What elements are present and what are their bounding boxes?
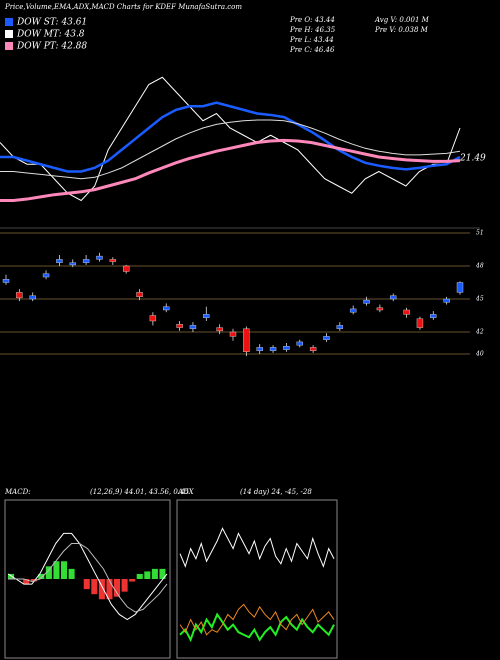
candle-body: [456, 282, 464, 293]
histogram-bar: [83, 579, 90, 590]
adx-params: (14 day) 24, -45, -28: [240, 488, 312, 496]
legend-swatch: [5, 42, 13, 50]
y-tick-label: 51: [476, 230, 484, 237]
series-line: [0, 138, 461, 202]
candle-body: [416, 318, 424, 328]
candle-body: [56, 259, 63, 263]
candle-body: [149, 315, 157, 322]
y-tick-label: 40: [475, 351, 484, 358]
histogram-bar: [45, 566, 52, 579]
adx-label: ADX: [177, 488, 195, 496]
histogram-bar: [106, 579, 113, 600]
candle-body: [82, 259, 90, 263]
y-tick-label: 42: [475, 329, 484, 336]
stat-label: Pre V: 0.038 M: [374, 26, 429, 34]
legend-swatch: [5, 18, 13, 26]
histogram-bar: [53, 561, 60, 579]
histogram-bar: [144, 571, 151, 579]
series-line: [179, 612, 335, 643]
legend-label: DOW MT: 43.8: [16, 30, 85, 40]
histogram-bar: [30, 579, 37, 582]
candle-body: [376, 307, 384, 311]
candle-body: [443, 298, 450, 303]
macd-params: (12,26,9) 44.01, 43.56, 0.45: [90, 488, 190, 496]
candle-body: [309, 347, 317, 351]
candle-body: [269, 347, 277, 351]
candle-body: [229, 331, 237, 337]
histogram-bar: [61, 561, 68, 579]
histogram-bar: [159, 568, 166, 579]
annotation: 21.49: [459, 154, 486, 164]
candle-body: [216, 327, 223, 332]
candle-body: [256, 347, 263, 351]
series-line: [0, 119, 461, 180]
histogram-bar: [121, 579, 128, 592]
series-line: [0, 76, 461, 202]
candle-body: [29, 295, 36, 300]
candle-body: [163, 306, 170, 311]
stat-label: Pre O: 43.44: [289, 16, 335, 24]
candle-body: [403, 309, 410, 315]
histogram-bar: [129, 579, 136, 582]
legend-label: DOW ST: 43.61: [16, 18, 87, 28]
series-line: [179, 603, 335, 636]
histogram-bar: [68, 568, 75, 579]
candle-body: [122, 265, 130, 272]
histogram-bar: [136, 573, 143, 579]
macd-label: MACD:: [4, 488, 31, 496]
histogram-bar: [23, 579, 30, 585]
candle-body: [323, 336, 330, 340]
candle-body: [96, 255, 103, 260]
candle-body: [176, 324, 183, 328]
stat-label: Pre H: 46.35: [289, 26, 336, 34]
legend-swatch: [5, 30, 13, 38]
stat-label: Avg V: 0.001 M: [374, 16, 430, 24]
histogram-bar: [98, 579, 105, 600]
candle-body: [363, 299, 370, 304]
series-line: [8, 543, 168, 613]
series-line: [0, 101, 461, 173]
candle-body: [203, 314, 210, 318]
candle-body: [430, 314, 437, 318]
histogram-bar: [151, 568, 158, 579]
legend-label: DOW PT: 42.88: [16, 42, 87, 52]
series-line: [179, 527, 335, 568]
histogram-bar: [8, 573, 15, 579]
candle-body: [69, 262, 76, 266]
y-tick-label: 45: [475, 296, 484, 303]
candle-body: [16, 292, 23, 299]
adx-panel: [176, 499, 338, 659]
candle-body: [2, 279, 10, 283]
candle-body: [243, 328, 250, 353]
candle-body: [336, 325, 344, 329]
candle-body: [189, 325, 197, 329]
candle-body: [283, 346, 290, 350]
candle-body: [136, 292, 143, 297]
candle-body: [109, 259, 117, 262]
candle-body: [349, 308, 357, 313]
y-tick-label: 48: [475, 263, 484, 270]
histogram-bar: [114, 579, 121, 597]
histogram-bar: [91, 579, 98, 595]
stat-label: Pre L: 43.44: [289, 36, 334, 44]
candle-body: [42, 273, 50, 278]
histogram-bar: [38, 573, 45, 579]
candle-body: [390, 295, 397, 300]
candle-body: [296, 341, 303, 346]
stat-label: Pre C: 46.46: [289, 46, 335, 54]
chart-title: Price,Volume,EMA,ADX,MACD Charts for KDE…: [4, 3, 242, 11]
